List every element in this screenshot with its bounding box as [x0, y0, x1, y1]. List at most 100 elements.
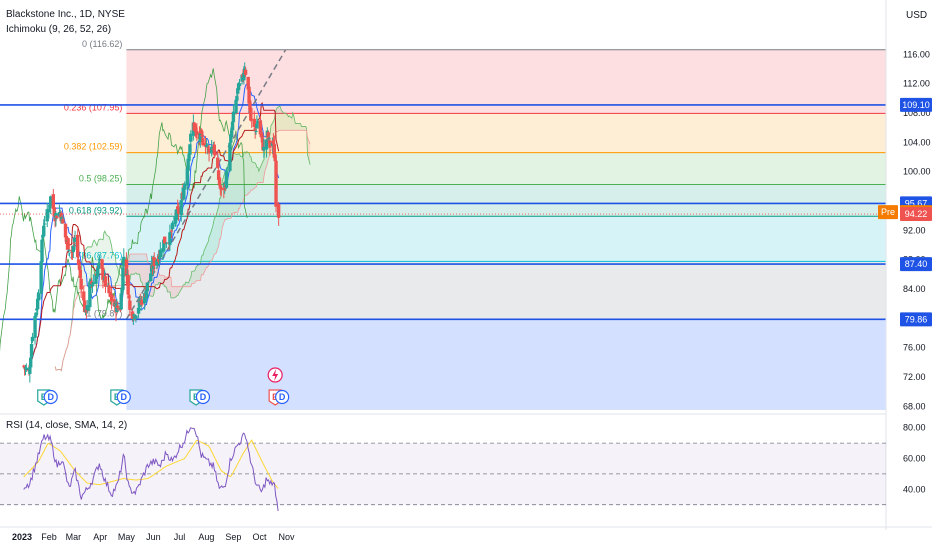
currency-label[interactable]: USD [906, 10, 928, 21]
cloud-segment [299, 123, 301, 131]
candle-body [71, 245, 76, 253]
candle-body [120, 287, 124, 294]
cloud-segment [287, 114, 289, 131]
candle-body [169, 230, 174, 232]
candle-body [192, 122, 196, 131]
cloud-segment [143, 253, 146, 289]
time-tick-label: Apr [93, 532, 107, 542]
cloud-segment [257, 167, 258, 184]
price-tick-label: 112.00 [903, 79, 930, 89]
cloud-segment [258, 164, 262, 183]
fib-level-label: 0.236 (107.95) [64, 102, 123, 112]
candle-body [247, 86, 251, 104]
fib-level-label: 0.5 (98.25) [79, 174, 123, 184]
fib-level-label: 0 (116.62) [82, 39, 122, 49]
price-tag-label: 109.10 [902, 100, 930, 110]
candle-body [185, 168, 189, 186]
candle-body [82, 300, 87, 313]
cloud-segment [88, 246, 91, 286]
price-tag-label: 94.22 [905, 209, 928, 219]
candle-body [262, 146, 266, 151]
cloud-segment [140, 253, 142, 282]
cloud-segment [171, 286, 173, 299]
ichimoku-legend[interactable]: Ichimoku (9, 26, 52, 26) [6, 24, 112, 35]
candle-body [201, 138, 205, 146]
price-tick-label: 72.00 [903, 372, 926, 382]
cloud-segment [129, 253, 131, 282]
cloud-segment [238, 153, 240, 209]
candle-body [144, 290, 149, 299]
cloud-segment [118, 273, 122, 286]
candle-body [30, 336, 35, 342]
cloud-segment [197, 265, 198, 281]
cloud-segment [277, 106, 280, 132]
candle-body [79, 278, 83, 290]
senkou-span-b [54, 129, 311, 372]
dividend-icon [195, 389, 211, 405]
cloud-segment [145, 253, 147, 289]
time-tick-label: Feb [41, 532, 57, 542]
cloud-segment [172, 286, 174, 299]
badge-letter: D [200, 392, 207, 402]
candle-body [246, 76, 250, 90]
cloud-segment [239, 154, 241, 209]
cloud-segment [220, 193, 222, 239]
candle-body [203, 143, 208, 147]
candle-body [137, 299, 142, 307]
cloud-segment [251, 161, 253, 190]
candle-body [179, 200, 183, 216]
candle-body [236, 88, 240, 94]
candle-body [240, 74, 244, 82]
rsi-legend[interactable]: RSI (14, close, SMA, 14, 2) [6, 420, 128, 431]
candle-body [100, 259, 104, 269]
cloud-segment [208, 236, 210, 266]
symbol-title[interactable]: Blackstone Inc., 1D, NYSE [6, 9, 125, 20]
candle-body [112, 299, 116, 307]
cloud-segment [159, 275, 161, 283]
price-tick-label: 108.00 [903, 108, 931, 118]
dividend-badge: D [43, 389, 58, 405]
candle-body [61, 219, 65, 224]
dividend-badge: D [116, 389, 131, 405]
cloud-segment [231, 153, 233, 217]
candle-body [169, 232, 173, 236]
price-tag-box [900, 312, 932, 327]
price-tick-label: 68.00 [903, 401, 926, 411]
candle-body [228, 142, 232, 171]
candle-body [219, 187, 223, 191]
candle-body [42, 225, 46, 237]
time-tick-label: Jul [174, 532, 186, 542]
cloud-segment [292, 112, 294, 131]
candle-body [42, 223, 47, 225]
fib-level-label: 0.382 (102.59) [64, 142, 123, 152]
candle-body [209, 146, 214, 154]
candle-body [267, 137, 271, 139]
candle-body [119, 293, 123, 310]
candle-body [33, 315, 37, 338]
candle-body [35, 298, 40, 310]
candle-body [51, 194, 56, 209]
candle-body [122, 256, 126, 267]
candle-body [127, 295, 131, 299]
price-tag-label: 87.40 [905, 259, 928, 269]
time-tick-label: 2023 [12, 532, 32, 542]
candle-body [126, 275, 130, 295]
cloud-segment [201, 255, 203, 275]
candle-body [198, 133, 203, 143]
candle-body [132, 314, 136, 317]
candle-body [164, 242, 169, 244]
cloud-segment [279, 106, 281, 131]
cloud-segment [298, 123, 300, 131]
fib-zone [126, 152, 886, 185]
rsi-tick-label: 40.00 [903, 484, 926, 494]
fib-retracement: 0 (116.62) 0.236 (107.95) 0.382 (102.59) 0.… [64, 39, 886, 410]
price-tag-box [900, 257, 932, 272]
candle-body [186, 158, 190, 171]
candle-body [89, 281, 94, 284]
candle-body [170, 222, 175, 230]
candle-body [249, 108, 253, 121]
cloud-segment [219, 198, 221, 239]
cloud-segment [304, 126, 305, 131]
